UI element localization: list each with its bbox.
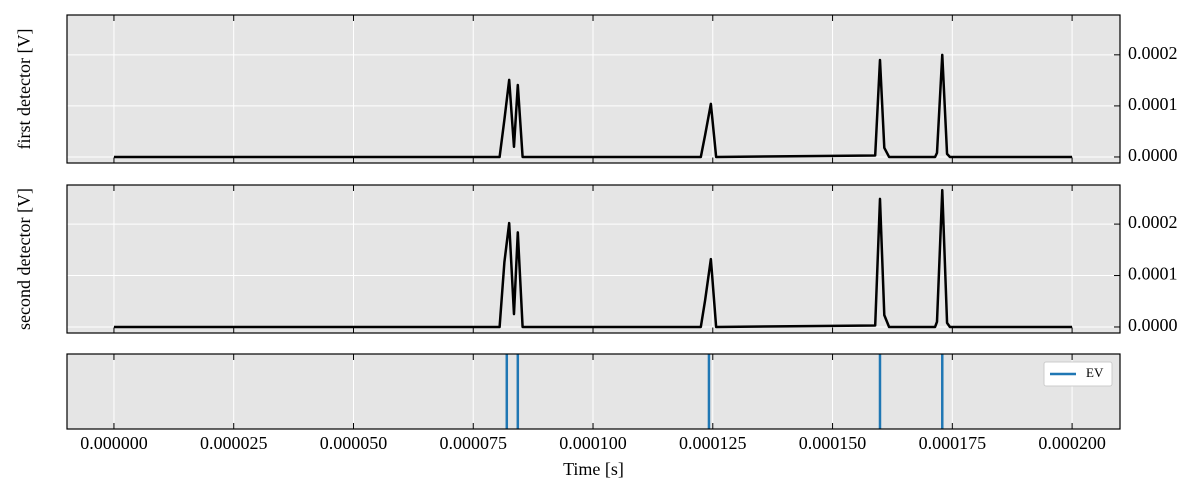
- plot-frame: [66, 353, 1121, 430]
- x-tick-label: 0.000150: [799, 433, 867, 453]
- y-tick-label: 0.0002: [1128, 212, 1178, 232]
- x-tick-label: 0.000175: [919, 433, 987, 453]
- x-tick-label: 0.000200: [1038, 433, 1106, 453]
- plot-frame: [66, 184, 1121, 334]
- x-axis-label: Time [s]: [563, 459, 624, 479]
- y-tick-label: 0.0002: [1128, 43, 1178, 63]
- y-axis-label: second detector [V]: [14, 188, 34, 330]
- plot-frame: [66, 14, 1121, 164]
- y-tick-label: 0.0001: [1128, 264, 1178, 284]
- x-tick-label: 0.000125: [679, 433, 747, 453]
- legend-box: [1043, 361, 1113, 387]
- y-tick-label: 0.0000: [1128, 145, 1178, 165]
- signal-line: [113, 188, 1073, 329]
- x-tick-label: 0.000025: [200, 433, 268, 453]
- signal-line: [113, 53, 1073, 159]
- x-tick-label: 0.000050: [320, 433, 388, 453]
- x-tick-label: 0.000075: [440, 433, 508, 453]
- x-tick-label: 0.000100: [559, 433, 627, 453]
- y-tick-label: 0.0000: [1128, 315, 1178, 335]
- legend-label: EV: [1086, 365, 1104, 380]
- y-axis-label: first detector [V]: [14, 29, 34, 150]
- x-tick-label: 0.000000: [80, 433, 148, 453]
- y-tick-label: 0.0001: [1128, 94, 1178, 114]
